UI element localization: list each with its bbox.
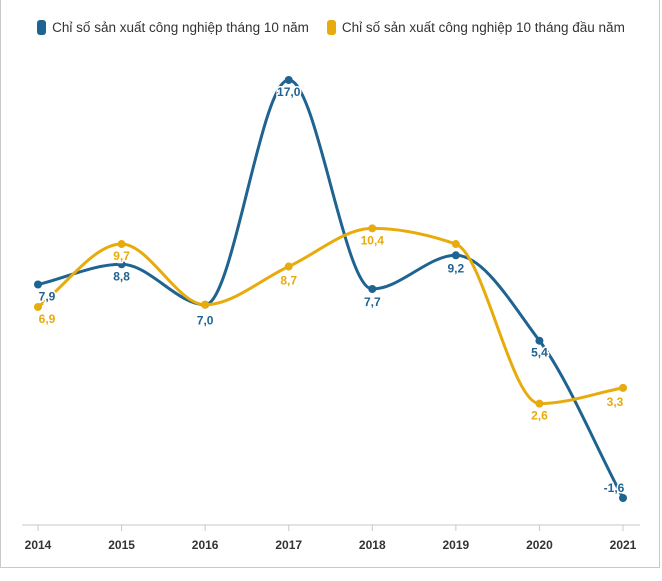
data-point-1[interactable] bbox=[117, 240, 126, 249]
x-tick-label: 2019 bbox=[443, 538, 470, 552]
data-label-1: 3,3 bbox=[607, 395, 624, 409]
legend-swatch-monthly bbox=[37, 20, 47, 35]
data-point-1[interactable] bbox=[619, 383, 627, 392]
data-point-0[interactable] bbox=[535, 336, 544, 345]
data-label-0: 8,8 bbox=[113, 269, 130, 283]
data-point-0[interactable] bbox=[368, 285, 377, 293]
data-label-0: 7,9 bbox=[39, 290, 56, 304]
legend-label-ytd: Chỉ số sản xuất công nghiệp 10 tháng đầu… bbox=[341, 20, 625, 35]
data-point-0[interactable] bbox=[451, 251, 460, 260]
data-label-0: -1,6 bbox=[604, 481, 625, 495]
data-point-0[interactable] bbox=[284, 76, 293, 84]
data-label-0: 5,4 bbox=[531, 346, 548, 360]
x-tick-label: 2018 bbox=[359, 538, 386, 552]
data-point-1[interactable] bbox=[201, 300, 210, 309]
chart-frame bbox=[0, 0, 660, 568]
legend-swatch-ytd bbox=[326, 20, 336, 35]
legend-item-monthly[interactable]: Chỉ số sản xuất công nghiệp tháng 10 năm bbox=[37, 20, 309, 35]
x-tick-label: 2014 bbox=[25, 538, 52, 552]
data-point-0[interactable] bbox=[619, 494, 627, 502]
data-point-1[interactable] bbox=[451, 240, 460, 249]
x-tick-label: 2021 bbox=[610, 538, 637, 552]
x-tick-label: 2017 bbox=[275, 538, 302, 552]
data-label-1: 9,7 bbox=[113, 249, 130, 263]
data-label-1: 2,6 bbox=[531, 409, 548, 423]
series-line-0 bbox=[36, 78, 625, 500]
x-tick-label: 2015 bbox=[108, 538, 135, 552]
x-tick-label: 2020 bbox=[526, 538, 553, 552]
data-point-1[interactable] bbox=[284, 262, 293, 271]
data-label-0: 7,0 bbox=[197, 314, 214, 328]
series-line-1 bbox=[36, 226, 625, 406]
data-label-0: 7,7 bbox=[364, 295, 381, 309]
legend-label-monthly: Chỉ số sản xuất công nghiệp tháng 10 năm bbox=[52, 20, 309, 35]
chart-legend: Chỉ số sản xuất công nghiệp tháng 10 năm… bbox=[0, 20, 662, 35]
data-label-1: 8,7 bbox=[280, 274, 297, 288]
data-label-1: 10,4 bbox=[361, 233, 385, 247]
data-point-1[interactable] bbox=[368, 224, 377, 233]
x-tick-label: 2016 bbox=[192, 538, 219, 552]
data-point-1[interactable] bbox=[535, 399, 544, 408]
data-label-0: 9,2 bbox=[448, 261, 465, 275]
data-label-0: 17,0 bbox=[277, 85, 301, 99]
data-point-0[interactable] bbox=[34, 280, 42, 289]
legend-item-ytd[interactable]: Chỉ số sản xuất công nghiệp 10 tháng đầu… bbox=[326, 20, 625, 35]
data-point-1[interactable] bbox=[34, 302, 42, 311]
data-point-0[interactable] bbox=[117, 260, 126, 269]
data-label-1: 6,9 bbox=[39, 312, 56, 326]
